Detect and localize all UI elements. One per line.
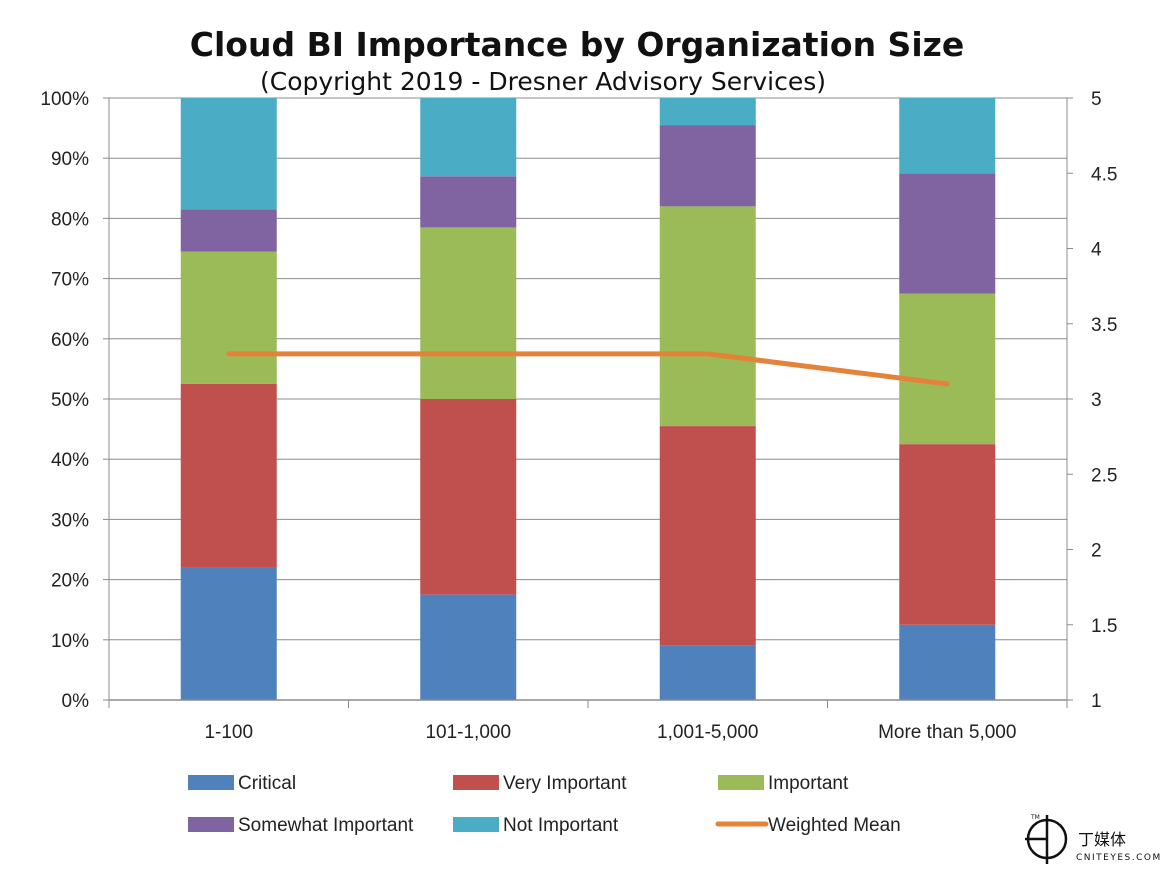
bar-segment — [420, 227, 517, 399]
bar-stack — [180, 98, 277, 700]
x-tick-label: More than 5,000 — [878, 722, 1016, 743]
bar-segment — [659, 206, 756, 427]
legend-swatch — [453, 775, 499, 790]
y-tick-label: 50% — [51, 390, 89, 411]
legend-label: Weighted Mean — [768, 815, 901, 836]
watermark-text: 丁媒体 — [1078, 830, 1126, 849]
y-tick-label: 60% — [51, 330, 89, 351]
y-tick-label: 10% — [51, 631, 89, 652]
y2-tick-label: 5 — [1091, 89, 1102, 110]
y-tick-label: 40% — [51, 450, 89, 471]
legend-label: Somewhat Important — [238, 815, 414, 836]
axes — [108, 98, 1068, 708]
legend-label: Critical — [238, 773, 296, 794]
y-tick-label: 80% — [51, 209, 89, 230]
y2-axis-tick-labels: 1 1.5 2 2.5 3 3.5 4 4.5 5 — [1091, 89, 1117, 712]
x-tick-label: 1-100 — [204, 722, 253, 743]
chart-title: Cloud BI Importance by Organization Size — [190, 25, 964, 64]
bar-stack — [420, 98, 517, 700]
watermark-tm: TM — [1030, 814, 1040, 821]
legend-item: Somewhat Important — [188, 815, 414, 836]
watermark-subtext: CNITEYES.COM — [1076, 853, 1162, 863]
y2-tick-label: 2 — [1091, 541, 1102, 562]
x-axis-category-labels: 1-100 101-1,000 1,001-5,000 More than 5,000 — [204, 722, 1016, 743]
bar-segment — [180, 251, 277, 384]
y-tick-label: 0% — [62, 691, 90, 712]
legend: Critical Very Important Important Somewhat … — [188, 773, 901, 836]
bar-segment — [420, 176, 517, 228]
weighted-mean-line-layer — [226, 351, 950, 387]
bar-segment — [180, 383, 277, 568]
y-tick-label: 100% — [40, 89, 89, 110]
bar-stacks — [180, 98, 996, 700]
x-tick-label: 1,001-5,000 — [657, 722, 758, 743]
legend-label: Very Important — [503, 773, 627, 794]
y-tick-label: 30% — [51, 510, 89, 531]
bar-segment — [659, 125, 756, 207]
legend-swatch — [453, 817, 499, 832]
y2-tick-label: 2.5 — [1091, 465, 1117, 486]
legend-item: Not Important — [453, 815, 619, 836]
y2-tick-label: 3.5 — [1091, 315, 1117, 336]
y-tick-label: 70% — [51, 270, 89, 291]
y2-tick-label: 4.5 — [1091, 164, 1117, 185]
bar-segment — [180, 98, 277, 210]
legend-swatch — [718, 775, 764, 790]
bar-segment — [899, 173, 996, 294]
bar-segment — [659, 426, 756, 646]
legend-swatch — [188, 775, 234, 790]
chart-subtitle: (Copyright 2019 - Dresner Advisory Servi… — [260, 67, 826, 96]
legend-item: Critical — [188, 773, 296, 794]
watermark: TM 丁媒体 CNITEYES.COM — [1025, 814, 1162, 864]
bar-segment — [659, 98, 756, 126]
bar-segment — [899, 98, 996, 174]
bar-segment — [659, 645, 756, 700]
bar-stack — [659, 98, 756, 700]
legend-item: Very Important — [453, 773, 627, 794]
y-axis-tick-labels: 0% 10% 20% 30% 40% 50% 60% 70% 80% 90% 100% — [40, 89, 89, 712]
weighted-mean-line — [226, 351, 950, 387]
legend-label: Not Important — [503, 815, 619, 836]
y2-tick-label: 1 — [1091, 691, 1102, 712]
legend-swatch — [188, 817, 234, 832]
y2-tick-label: 4 — [1091, 240, 1102, 261]
bar-segment — [899, 624, 996, 700]
y-tick-label: 90% — [51, 149, 89, 170]
legend-label: Important — [768, 773, 849, 794]
y2-tick-label: 1.5 — [1091, 616, 1117, 637]
legend-item: Important — [718, 773, 849, 794]
x-tick-label: 101-1,000 — [425, 722, 511, 743]
bar-segment — [180, 567, 277, 700]
legend-item: Weighted Mean — [715, 815, 901, 836]
bar-segment — [180, 209, 277, 252]
bar-segment — [899, 293, 996, 445]
bar-stack — [899, 98, 996, 700]
bar-segment — [420, 594, 517, 700]
bar-segment — [420, 399, 517, 595]
bar-segment — [420, 98, 517, 177]
y2-tick-label: 3 — [1091, 390, 1102, 411]
bar-segment — [899, 444, 996, 625]
y-tick-label: 20% — [51, 571, 89, 592]
